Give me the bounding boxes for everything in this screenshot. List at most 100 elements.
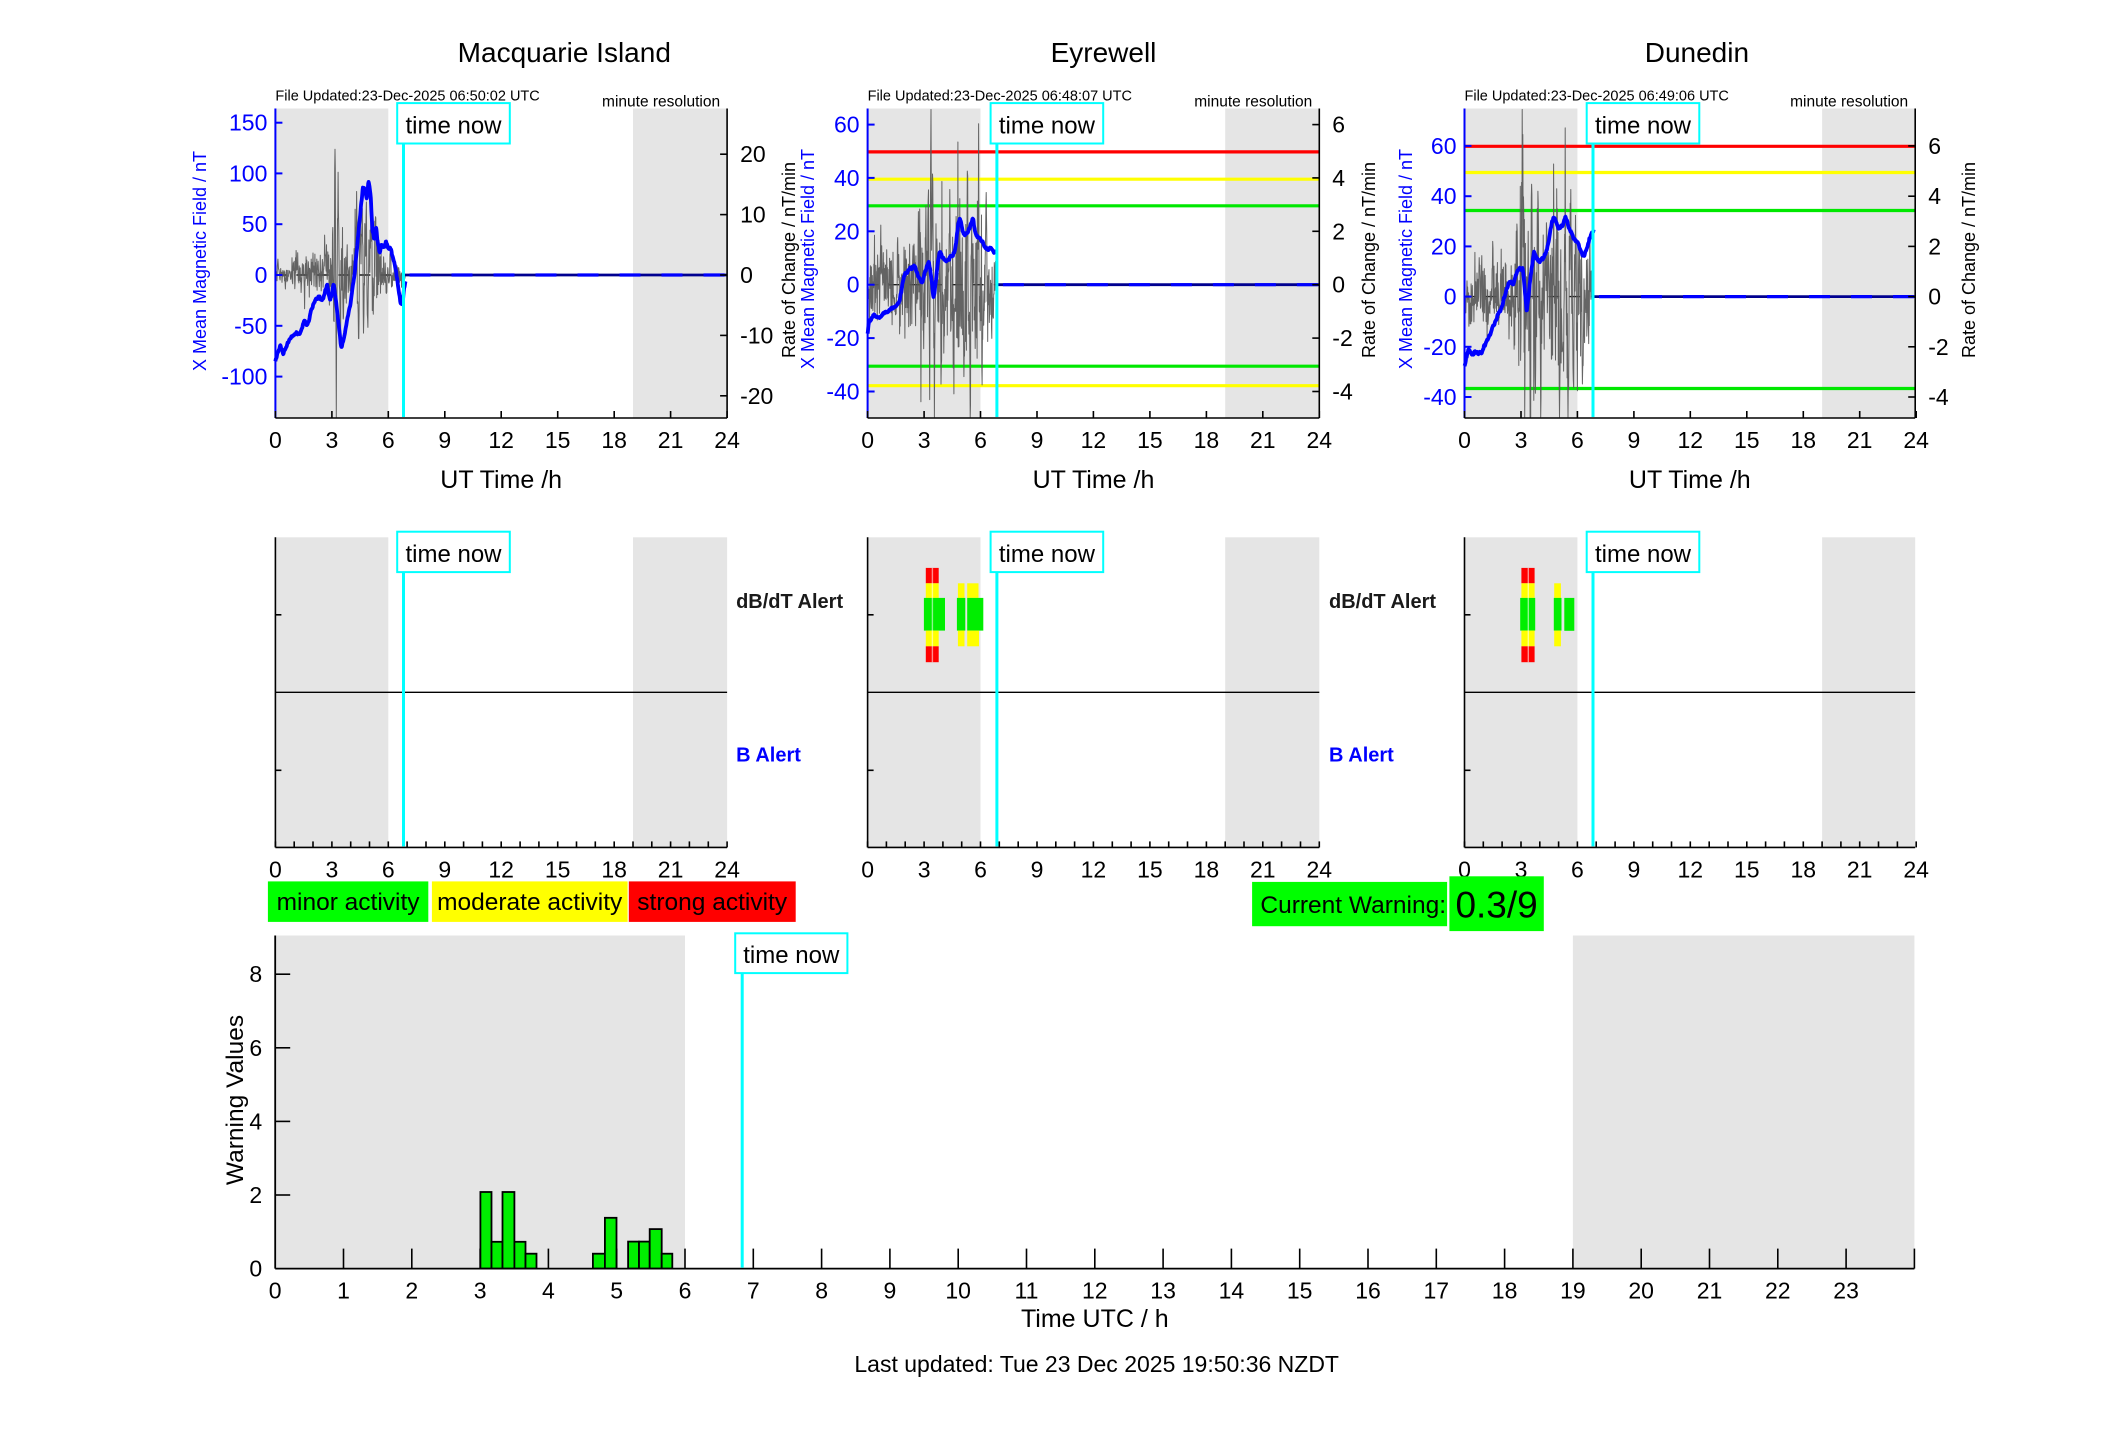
svg-text:6: 6 [974,427,987,453]
svg-text:4: 4 [249,1108,262,1134]
svg-text:UT Time /h: UT Time /h [1629,466,1751,494]
svg-text:18: 18 [601,427,627,453]
svg-text:3: 3 [1515,857,1528,883]
svg-text:Warning Values: Warning Values [222,1015,249,1185]
svg-text:9: 9 [438,857,451,883]
svg-text:18: 18 [1791,427,1817,453]
svg-text:22: 22 [1765,1278,1791,1304]
svg-text:4: 4 [542,1278,555,1304]
svg-text:9: 9 [1031,427,1044,453]
svg-text:23: 23 [1833,1278,1859,1304]
svg-text:6: 6 [1571,427,1584,453]
svg-text:Macquarie Island: Macquarie Island [458,37,671,68]
svg-text:minute resolution: minute resolution [602,93,720,110]
svg-text:21: 21 [658,427,684,453]
svg-text:24: 24 [1903,427,1929,453]
svg-text:8: 8 [249,961,262,987]
svg-text:20: 20 [834,218,860,244]
svg-text:21: 21 [1697,1278,1723,1304]
svg-text:15: 15 [1137,857,1163,883]
svg-text:3: 3 [474,1278,487,1304]
svg-text:0: 0 [861,857,874,883]
svg-text:File Updated:23-Dec-2025 06:49: File Updated:23-Dec-2025 06:49:06 UTC [1465,89,1729,105]
svg-text:-100: -100 [221,364,267,390]
svg-text:17: 17 [1424,1278,1450,1304]
svg-text:X Mean Magnetic Field / nT: X Mean Magnetic Field / nT [1396,149,1416,369]
svg-text:time now: time now [405,113,502,140]
svg-text:18: 18 [1492,1278,1518,1304]
svg-text:0: 0 [269,1278,282,1304]
svg-text:6: 6 [1928,133,1941,159]
svg-text:-4: -4 [1332,379,1353,405]
svg-text:10: 10 [740,202,766,228]
svg-text:9: 9 [884,1278,897,1304]
svg-text:0: 0 [269,427,282,453]
svg-text:UT Time /h: UT Time /h [1033,466,1155,494]
svg-text:15: 15 [1734,427,1760,453]
svg-text:6: 6 [1571,857,1584,883]
svg-text:Rate of Change / nT/min: Rate of Change / nT/min [1359,162,1379,358]
svg-text:40: 40 [1431,183,1457,209]
svg-text:6: 6 [249,1035,262,1061]
svg-text:21: 21 [1250,427,1276,453]
svg-text:150: 150 [229,110,267,136]
svg-text:24: 24 [1307,857,1333,883]
svg-text:Last updated: Tue 23 Dec 2025: Last updated: Tue 23 Dec 2025 19:50:36 N… [854,1351,1339,1377]
svg-text:minute resolution: minute resolution [1790,93,1908,110]
svg-text:2: 2 [1928,233,1941,259]
svg-text:0: 0 [740,262,753,288]
svg-text:time now: time now [405,541,502,568]
svg-text:12: 12 [1081,427,1107,453]
svg-text:X Mean Magnetic Field / nT: X Mean Magnetic Field / nT [190,151,210,371]
svg-text:7: 7 [747,1278,760,1304]
svg-text:2: 2 [1332,218,1345,244]
svg-text:0: 0 [1458,857,1471,883]
svg-text:12: 12 [1082,1278,1108,1304]
svg-text:4: 4 [1928,183,1941,209]
svg-text:4: 4 [1332,165,1345,191]
svg-text:-2: -2 [1332,325,1352,351]
svg-text:-40: -40 [1423,384,1456,410]
svg-text:2: 2 [405,1278,418,1304]
svg-text:6: 6 [382,857,395,883]
svg-text:File Updated:23-Dec-2025 06:48: File Updated:23-Dec-2025 06:48:07 UTC [868,89,1132,105]
svg-text:minor activity: minor activity [277,889,421,916]
svg-text:strong activity: strong activity [637,889,788,916]
svg-text:time now: time now [999,541,1096,568]
svg-text:11: 11 [1015,1278,1039,1304]
svg-text:18: 18 [1791,857,1817,883]
svg-text:time now: time now [743,942,840,969]
svg-text:-10: -10 [740,322,773,348]
svg-text:0.3/9: 0.3/9 [1455,885,1537,926]
svg-text:6: 6 [679,1278,692,1304]
svg-text:15: 15 [1734,857,1760,883]
svg-text:9: 9 [1031,857,1044,883]
svg-text:12: 12 [1081,857,1107,883]
svg-text:20: 20 [740,141,766,167]
svg-text:-20: -20 [1423,334,1456,360]
svg-text:9: 9 [1628,427,1641,453]
svg-text:0: 0 [1444,284,1457,310]
svg-text:-40: -40 [826,379,859,405]
svg-text:12: 12 [488,427,514,453]
svg-text:8: 8 [815,1278,828,1304]
svg-text:dB/dT Alert: dB/dT Alert [736,591,843,613]
svg-text:UT Time /h: UT Time /h [440,466,562,494]
svg-text:50: 50 [242,211,268,237]
svg-text:0: 0 [269,857,282,883]
svg-text:3: 3 [326,427,339,453]
svg-text:-50: -50 [234,313,267,339]
svg-text:1: 1 [337,1278,350,1304]
svg-text:15: 15 [1137,427,1163,453]
svg-text:-2: -2 [1928,334,1948,360]
svg-text:21: 21 [1847,427,1873,453]
svg-text:3: 3 [918,427,931,453]
svg-text:time now: time now [1595,113,1692,140]
svg-text:-20: -20 [826,325,859,351]
svg-text:B Alert: B Alert [736,744,801,766]
svg-text:9: 9 [1628,857,1641,883]
svg-text:Current Warning:: Current Warning: [1260,892,1446,919]
svg-text:X Mean Magnetic Field / nT: X Mean Magnetic Field / nT [798,149,818,369]
svg-text:3: 3 [1515,427,1528,453]
svg-text:18: 18 [601,857,627,883]
